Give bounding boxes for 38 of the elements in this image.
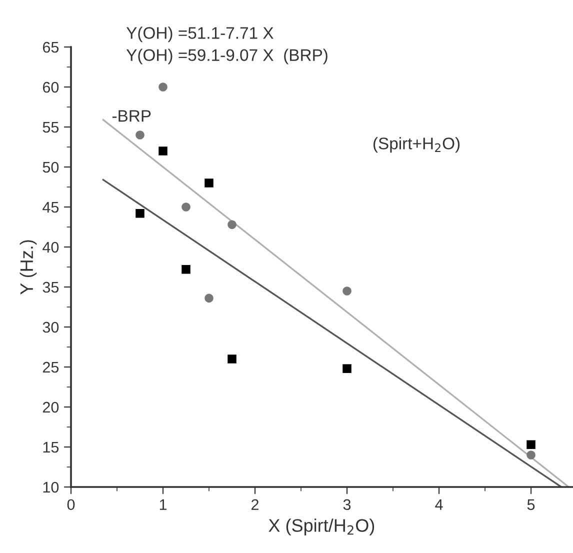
annotation: (Spirt+H$_{2}$O)	[373, 137, 460, 153]
y-tick-label: 25	[42, 362, 59, 373]
annotation: Y(OH) =59.1-9.07 X (BRP)	[126, 48, 328, 64]
y-tick-label: 45	[42, 202, 59, 213]
point	[342, 364, 352, 373]
point	[228, 220, 236, 229]
annotation: -BRP	[112, 110, 151, 122]
y-tick-label: 10	[43, 482, 59, 493]
point	[228, 354, 236, 364]
point	[158, 146, 168, 156]
y-tick-label: 30	[42, 322, 59, 333]
x-tick-label: 5	[527, 499, 535, 510]
y-tick-label: 50	[42, 162, 59, 173]
y-tick-label: 15	[43, 442, 59, 453]
y-tick-label: 55	[42, 122, 59, 133]
y-tick-label: 35	[42, 282, 59, 293]
point	[182, 265, 190, 274]
point	[136, 130, 144, 140]
point	[526, 450, 536, 460]
x-tick-label: 1	[160, 499, 167, 510]
x-tick-label: 0	[67, 499, 75, 510]
point	[342, 286, 352, 296]
point	[158, 82, 168, 92]
x-tick-label: 3	[343, 499, 351, 510]
y-tick-label: 20	[42, 402, 59, 413]
y-tick-label: 60	[42, 82, 59, 93]
y-tick-label: 65	[42, 42, 59, 53]
point	[204, 178, 214, 188]
x-axis-title: X (Spirt/H$_{2}$O)	[268, 518, 374, 536]
x-tick-label: 4	[435, 499, 443, 510]
y-axis-title: Y (Hz.)	[20, 240, 37, 295]
text: Y(OH) =51.1-7.71 X	[126, 26, 274, 42]
x-tick-label: 2	[252, 499, 258, 510]
point	[182, 202, 190, 212]
point	[526, 440, 536, 449]
point	[136, 209, 144, 218]
point	[204, 294, 214, 303]
y-tick-label: 40	[42, 242, 59, 253]
